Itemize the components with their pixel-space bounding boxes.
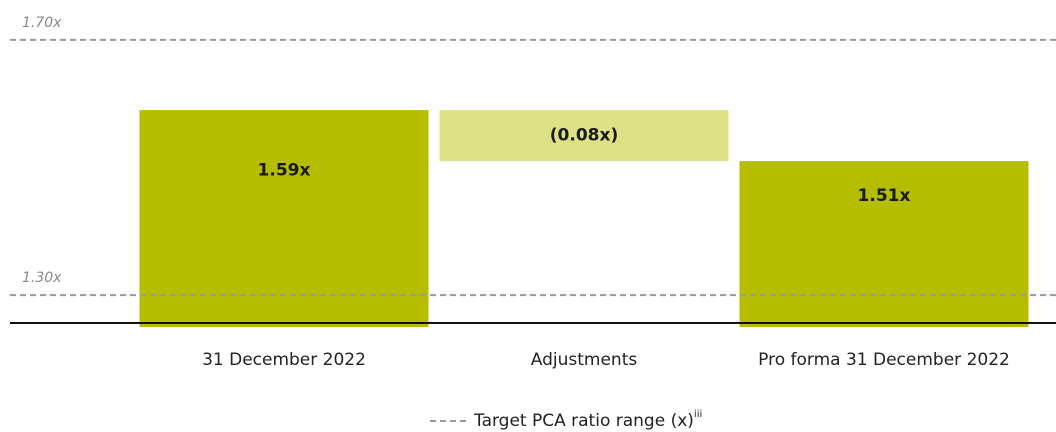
x-tick-label: Pro forma 31 December 2022 bbox=[758, 350, 1010, 370]
y-tick-label: 1.30x bbox=[22, 270, 62, 286]
legend-text: Target PCA ratio range (x) bbox=[473, 411, 694, 431]
value-label: 1.59x bbox=[258, 161, 311, 181]
value-label: (0.08x) bbox=[550, 126, 618, 146]
legend-note: iii bbox=[694, 409, 702, 420]
x-tick-label: Adjustments bbox=[531, 350, 638, 370]
x-tick-label: 31 December 2022 bbox=[202, 350, 366, 370]
legend-label: Target PCA ratio range (x)iii bbox=[473, 409, 702, 431]
bar bbox=[439, 110, 729, 162]
value-label: 1.51x bbox=[858, 186, 911, 206]
bar bbox=[739, 161, 1029, 327]
bar bbox=[139, 110, 429, 327]
y-tick-label: 1.70x bbox=[22, 15, 62, 31]
